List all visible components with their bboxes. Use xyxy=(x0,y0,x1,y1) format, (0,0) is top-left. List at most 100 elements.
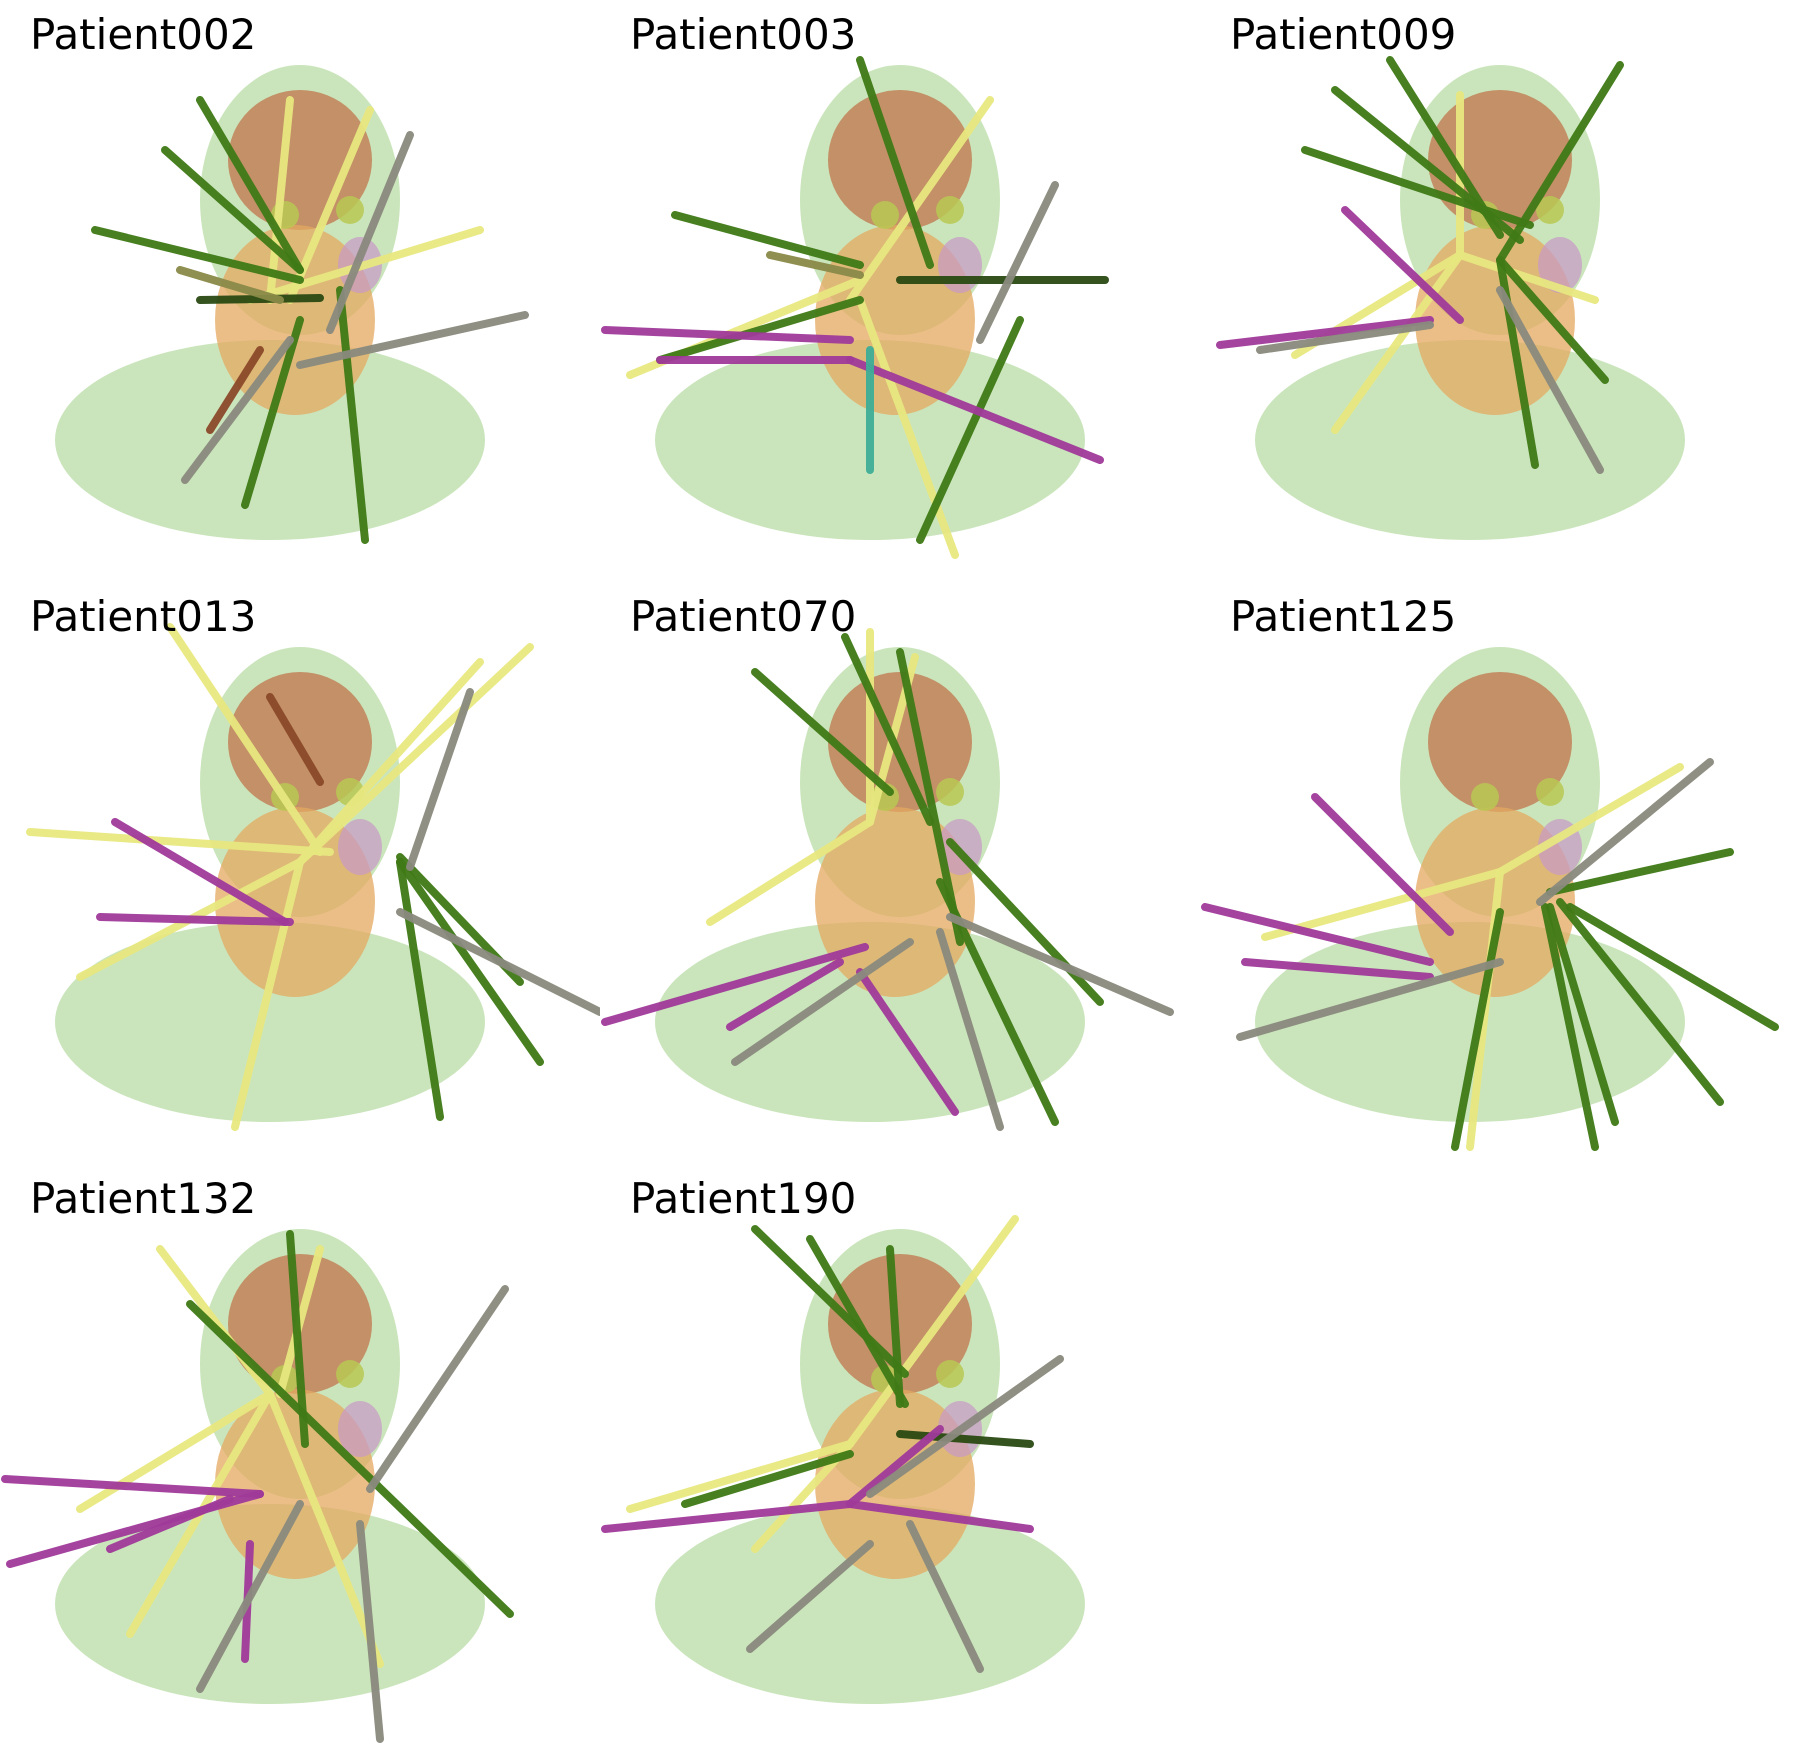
torso-surface xyxy=(655,922,1085,1122)
right-eye-structure xyxy=(336,196,364,224)
needle-green xyxy=(656,296,864,364)
needle-grey xyxy=(1536,758,1714,906)
needle-brown xyxy=(206,346,264,434)
needle-green xyxy=(1546,848,1734,896)
left-eye-structure xyxy=(871,201,899,229)
anatomy-render xyxy=(1216,56,1685,540)
patient-label: Patient125 xyxy=(1230,592,1457,641)
needle-green xyxy=(1566,903,1779,1031)
needle-green xyxy=(336,286,369,544)
needle-olive xyxy=(766,251,864,279)
patient-label: Patient190 xyxy=(630,1174,857,1223)
right-eye-structure xyxy=(1536,778,1564,806)
needle-grey xyxy=(406,688,474,871)
needle-dkgreen xyxy=(896,1430,1034,1448)
needle-yellow xyxy=(266,1390,384,1668)
needle-purple xyxy=(846,1425,944,1508)
needle-grey xyxy=(731,938,914,1066)
needle-purple xyxy=(96,913,294,926)
right-eye-structure xyxy=(936,196,964,224)
needle-yellow xyxy=(626,1440,854,1513)
needle-grey xyxy=(746,1540,874,1653)
needle-yellow xyxy=(231,858,304,1131)
needle-green xyxy=(916,316,1024,544)
needle-purple xyxy=(726,958,844,1031)
patient-panel: Patient002 xyxy=(0,0,600,582)
anatomy-render xyxy=(601,56,1109,559)
needle-purple xyxy=(1311,793,1454,936)
needle-yellow xyxy=(1456,251,1599,304)
needle-green xyxy=(751,668,894,796)
needle-grey xyxy=(356,1520,384,1743)
patient-label: Patient002 xyxy=(30,10,257,59)
patient-panel: Patient125 xyxy=(1200,582,1800,1164)
needle-purple xyxy=(601,1500,854,1533)
right-eye-structure xyxy=(1536,196,1564,224)
needle-grey xyxy=(296,311,529,369)
needle-green xyxy=(751,1225,909,1378)
needle-yellow xyxy=(856,296,959,559)
torso-surface xyxy=(55,340,485,540)
patient-label: Patient070 xyxy=(630,592,857,641)
needle-purple xyxy=(1,1475,264,1498)
needle-yellow xyxy=(846,96,994,304)
needle-green xyxy=(1451,908,1504,1151)
patient-label: Patient132 xyxy=(30,1174,257,1223)
needle-grey xyxy=(181,336,294,484)
brain-structure xyxy=(1428,672,1572,812)
patient-panel: Patient190 xyxy=(600,1164,1200,1746)
needle-brown xyxy=(266,693,324,786)
patient-panel: Patient009 xyxy=(1200,0,1800,582)
needle-green xyxy=(241,316,304,509)
needle-yellow xyxy=(846,1215,1019,1448)
needle-olive xyxy=(176,266,284,304)
needle-green xyxy=(1496,61,1624,264)
needle-green xyxy=(671,211,864,269)
needle-green xyxy=(196,96,304,274)
needle-yellow xyxy=(246,226,484,304)
needle-purple xyxy=(1216,316,1434,349)
needle-green xyxy=(1556,898,1724,1106)
needle-grey xyxy=(326,131,414,334)
needle-grey xyxy=(1496,286,1604,474)
patient-label: Patient003 xyxy=(630,10,857,59)
needle-purple xyxy=(106,1495,234,1553)
anatomy-render xyxy=(1,1229,514,1743)
needle-purple xyxy=(601,326,854,344)
needle-green xyxy=(1541,903,1599,1151)
needle-grey xyxy=(196,1500,304,1693)
needle-grey xyxy=(866,1355,1064,1498)
right-eye-structure xyxy=(336,1360,364,1388)
needle-green xyxy=(806,1235,909,1408)
patient-label: Patient009 xyxy=(1230,10,1457,59)
needle-green xyxy=(396,858,444,1121)
needle-yellow xyxy=(266,96,294,304)
needle-green xyxy=(1496,256,1609,384)
needle-green xyxy=(841,633,934,826)
anatomy-render xyxy=(601,1215,1085,1704)
needle-yellow xyxy=(1496,763,1684,876)
needle-purple xyxy=(111,818,289,926)
needle-grey xyxy=(1256,321,1434,354)
patient-panel: Patient003 xyxy=(600,0,1200,582)
organ-structure xyxy=(1415,225,1575,415)
patient-panel: Patient132 xyxy=(0,1164,600,1746)
torso-surface xyxy=(55,922,485,1122)
needle-green xyxy=(286,1230,309,1448)
needle-grey xyxy=(396,908,600,1016)
needle-purple xyxy=(1201,903,1434,966)
anatomy-render xyxy=(26,623,600,1131)
needle-yellow xyxy=(296,643,534,866)
needle-green xyxy=(1546,903,1619,1126)
needle-purple xyxy=(1241,958,1434,981)
needle-green xyxy=(396,858,544,1066)
needle-purple xyxy=(601,943,869,1026)
needle-green xyxy=(681,1450,854,1508)
right-eye-structure xyxy=(936,778,964,806)
brain-structure xyxy=(828,90,972,230)
brain-structure xyxy=(828,672,972,812)
patient-label: Patient013 xyxy=(30,592,257,641)
anatomy-render xyxy=(601,628,1174,1131)
gland-structure xyxy=(338,819,382,875)
torso-surface xyxy=(655,1504,1085,1704)
